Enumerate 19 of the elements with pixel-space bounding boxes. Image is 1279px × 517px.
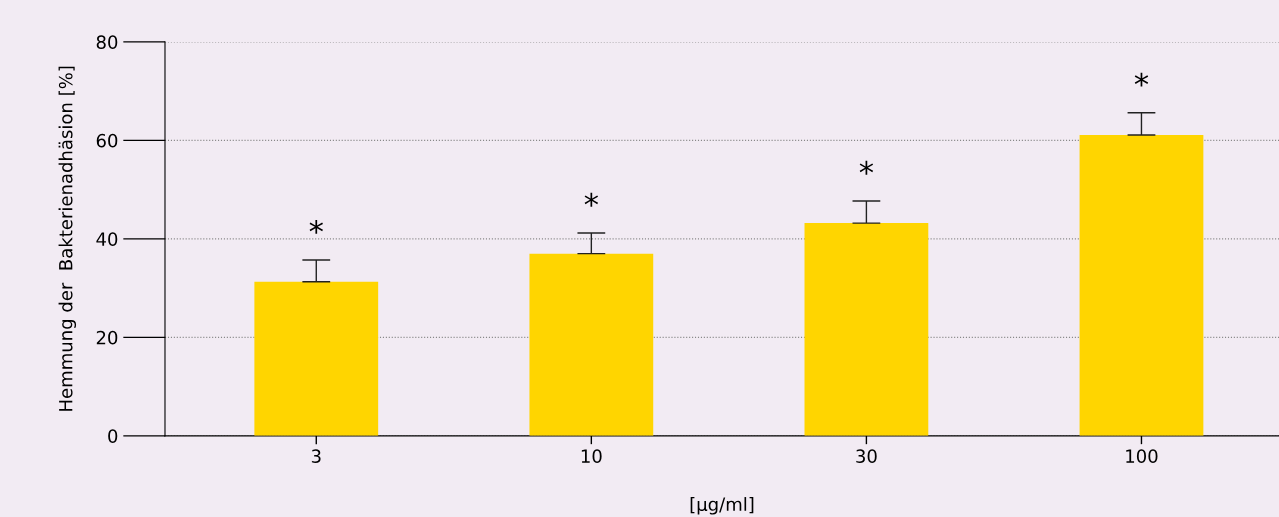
x-tick-label: 10	[581, 449, 602, 463]
y-tick-label: 40	[96, 232, 118, 246]
bar	[1079, 134, 1204, 436]
annotation: *	[584, 192, 599, 207]
annotation: *	[1134, 72, 1149, 87]
annotation: *	[309, 219, 323, 234]
y-tick-label: 20	[96, 330, 118, 345]
x-tick-label: 30	[856, 449, 877, 463]
y-axis-title: Hemmung der Bakterienadhäsion [%]	[58, 66, 77, 411]
y-tick-label: 0	[108, 429, 118, 443]
x-tick-label: 100	[1126, 449, 1158, 463]
bar	[254, 281, 379, 436]
x-tick-label: 3	[311, 449, 321, 463]
x-axis-title: [µg/ml]	[690, 497, 754, 515]
y-tick-label: 80	[96, 35, 118, 49]
bar	[529, 253, 654, 436]
annotation: *	[859, 160, 874, 175]
bar	[804, 223, 929, 436]
y-tick-label: 60	[96, 133, 118, 148]
